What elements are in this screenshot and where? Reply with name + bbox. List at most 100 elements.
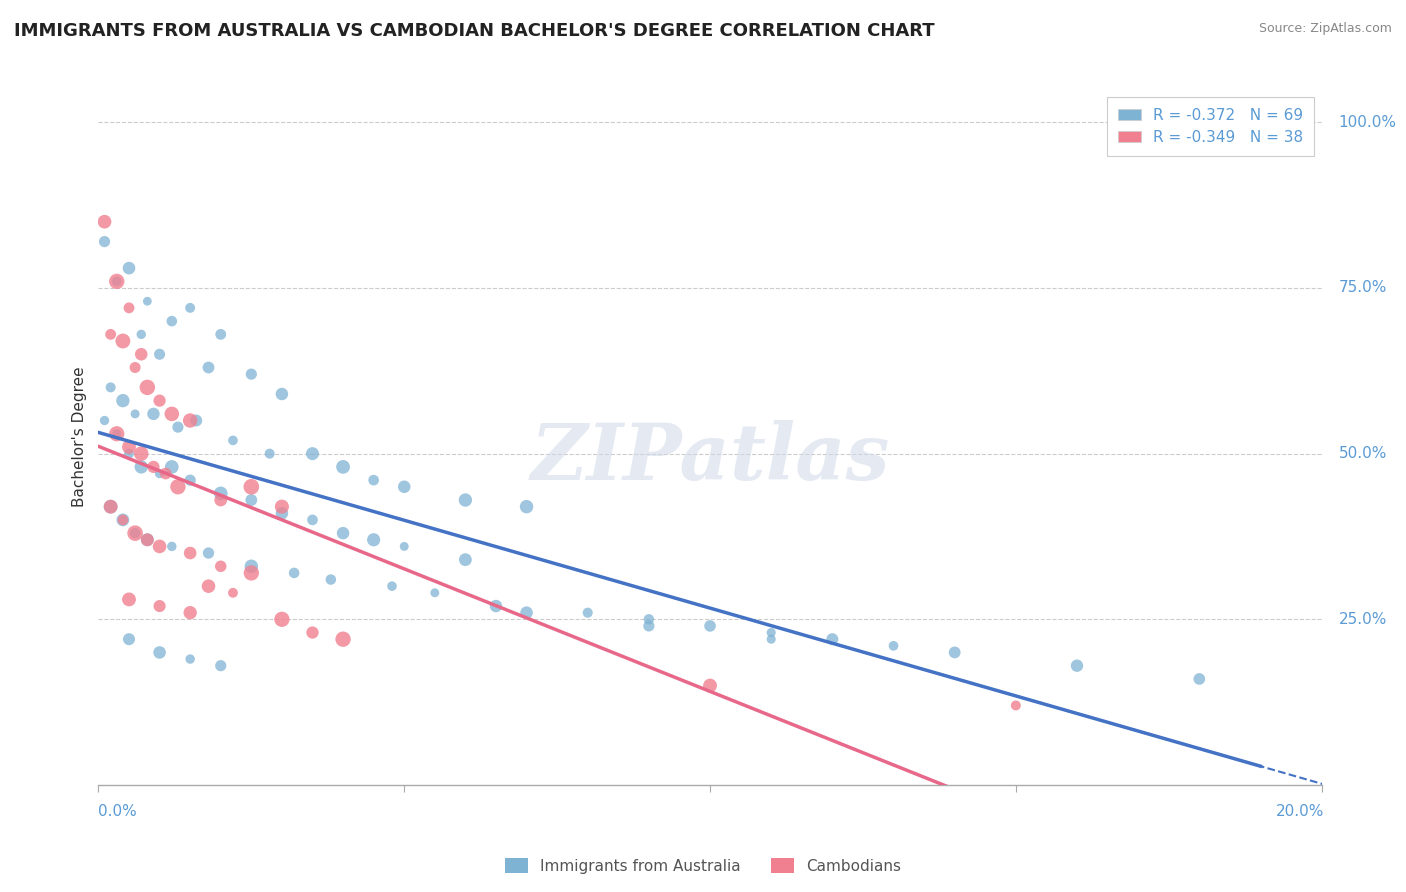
Point bbox=[93, 215, 115, 229]
Point bbox=[142, 459, 165, 474]
Point bbox=[821, 632, 844, 647]
Point bbox=[301, 513, 323, 527]
Text: 20.0%: 20.0% bbox=[1277, 805, 1324, 819]
Point bbox=[637, 619, 661, 633]
Point bbox=[118, 301, 141, 315]
Point bbox=[179, 473, 201, 487]
Point bbox=[197, 360, 219, 375]
Point bbox=[136, 380, 159, 394]
Point bbox=[209, 486, 232, 500]
Point bbox=[149, 347, 172, 361]
Point bbox=[105, 274, 128, 288]
Point bbox=[381, 579, 404, 593]
Point bbox=[301, 625, 323, 640]
Point bbox=[240, 559, 263, 574]
Point bbox=[160, 407, 183, 421]
Point bbox=[332, 526, 354, 541]
Point bbox=[136, 533, 159, 547]
Point bbox=[259, 447, 281, 461]
Text: 75.0%: 75.0% bbox=[1339, 280, 1386, 295]
Point bbox=[160, 459, 183, 474]
Point bbox=[118, 440, 141, 454]
Point bbox=[270, 500, 292, 514]
Point bbox=[283, 566, 305, 580]
Point bbox=[105, 426, 128, 441]
Y-axis label: Bachelor's Degree: Bachelor's Degree bbox=[72, 367, 87, 508]
Point bbox=[943, 645, 966, 659]
Point bbox=[222, 434, 245, 448]
Text: 50.0%: 50.0% bbox=[1339, 446, 1386, 461]
Point bbox=[160, 540, 183, 554]
Point bbox=[129, 447, 152, 461]
Point bbox=[209, 493, 232, 508]
Point bbox=[149, 393, 172, 408]
Point bbox=[699, 679, 721, 693]
Point bbox=[142, 407, 165, 421]
Point bbox=[240, 493, 263, 508]
Point bbox=[1188, 672, 1211, 686]
Point bbox=[149, 540, 172, 554]
Point bbox=[118, 632, 141, 647]
Point bbox=[149, 467, 172, 481]
Point bbox=[129, 327, 152, 342]
Point bbox=[111, 513, 134, 527]
Text: IMMIGRANTS FROM AUSTRALIA VS CAMBODIAN BACHELOR'S DEGREE CORRELATION CHART: IMMIGRANTS FROM AUSTRALIA VS CAMBODIAN B… bbox=[14, 22, 935, 40]
Point bbox=[93, 235, 115, 249]
Point bbox=[392, 540, 416, 554]
Point bbox=[124, 360, 146, 375]
Point bbox=[332, 632, 354, 647]
Text: Source: ZipAtlas.com: Source: ZipAtlas.com bbox=[1258, 22, 1392, 36]
Point bbox=[149, 599, 172, 613]
Point bbox=[179, 301, 201, 315]
Point bbox=[209, 559, 232, 574]
Point bbox=[186, 413, 208, 427]
Text: ZIPatlas: ZIPatlas bbox=[530, 420, 890, 496]
Point bbox=[111, 393, 134, 408]
Point bbox=[93, 413, 115, 427]
Point bbox=[129, 347, 152, 361]
Point bbox=[209, 327, 232, 342]
Point bbox=[759, 625, 782, 640]
Point bbox=[111, 513, 134, 527]
Text: 25.0%: 25.0% bbox=[1339, 612, 1386, 627]
Point bbox=[124, 526, 146, 541]
Point bbox=[270, 612, 292, 626]
Point bbox=[105, 274, 128, 288]
Point bbox=[100, 380, 122, 394]
Point bbox=[179, 606, 201, 620]
Point bbox=[637, 612, 661, 626]
Point bbox=[100, 500, 122, 514]
Point bbox=[197, 546, 219, 560]
Text: 100.0%: 100.0% bbox=[1339, 115, 1396, 130]
Point bbox=[392, 480, 416, 494]
Point bbox=[454, 552, 477, 566]
Point bbox=[105, 426, 128, 441]
Point bbox=[485, 599, 508, 613]
Point bbox=[516, 606, 538, 620]
Point bbox=[136, 533, 159, 547]
Point bbox=[167, 480, 190, 494]
Point bbox=[423, 586, 446, 600]
Point bbox=[209, 658, 232, 673]
Point bbox=[319, 573, 342, 587]
Point bbox=[100, 500, 122, 514]
Point bbox=[118, 261, 141, 276]
Point bbox=[124, 526, 146, 541]
Point bbox=[240, 480, 263, 494]
Point bbox=[222, 586, 245, 600]
Point bbox=[118, 447, 141, 461]
Point bbox=[270, 506, 292, 520]
Point bbox=[240, 367, 263, 381]
Point bbox=[155, 467, 177, 481]
Point bbox=[149, 645, 172, 659]
Legend: Immigrants from Australia, Cambodians: Immigrants from Australia, Cambodians bbox=[499, 852, 907, 880]
Point bbox=[363, 473, 385, 487]
Point bbox=[301, 447, 323, 461]
Point bbox=[179, 546, 201, 560]
Point bbox=[124, 407, 146, 421]
Text: 0.0%: 0.0% bbox=[98, 805, 138, 819]
Point bbox=[699, 619, 721, 633]
Point bbox=[129, 459, 152, 474]
Point bbox=[883, 639, 905, 653]
Point bbox=[111, 334, 134, 348]
